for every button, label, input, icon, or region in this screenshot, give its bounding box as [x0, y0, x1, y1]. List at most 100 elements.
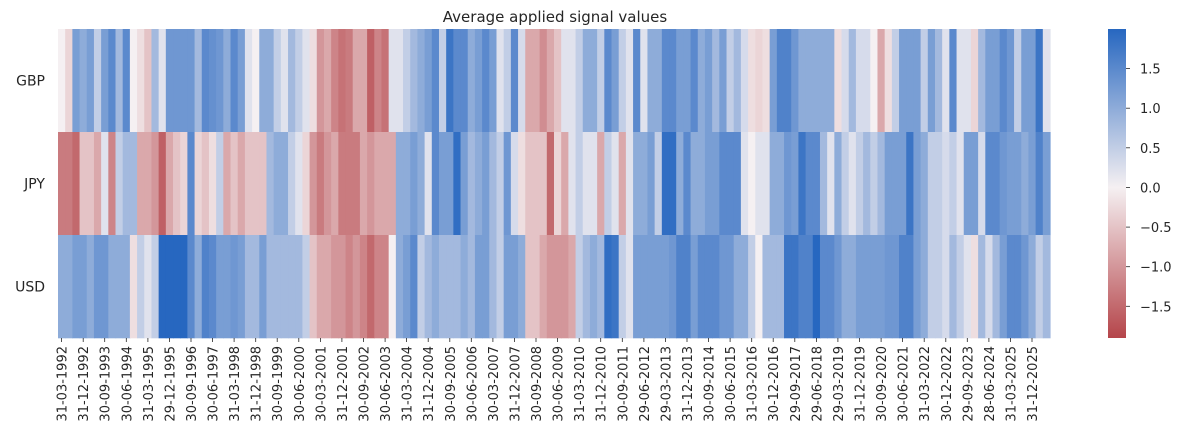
x-tick-label: 30-06-2003 — [379, 346, 394, 422]
x-tick-label: 30-06-1994 — [120, 346, 135, 422]
x-tick-label: 31-12-2025 — [1026, 346, 1041, 422]
heatmap-cell — [525, 132, 534, 236]
heatmap-cell — [841, 29, 850, 133]
heatmap-cell — [1006, 235, 1015, 339]
colorbar-ticks: 1.5 1.0 0.5 0.0 −0.5 −1.0 −1.5 — [1126, 63, 1172, 315]
heatmap-cell — [733, 29, 742, 133]
heatmap-cell — [223, 29, 232, 133]
x-tick-label: 31-12-1998 — [250, 346, 265, 422]
heatmap-cell — [575, 29, 584, 133]
heatmap-cell — [86, 132, 95, 236]
heatmap-cell — [884, 29, 893, 133]
x-tick-label: 31-03-1992 — [56, 346, 71, 422]
heatmap-cell — [661, 132, 670, 236]
heatmap-cell — [863, 235, 871, 339]
heatmap-cell — [453, 29, 462, 133]
heatmap-cell — [841, 132, 850, 236]
heatmap-cell — [295, 132, 304, 236]
x-tick-label: 28-06-2024 — [983, 346, 998, 422]
heatmap-cell — [446, 235, 454, 339]
heatmap-cell — [388, 235, 397, 339]
heatmap-cell — [438, 132, 447, 236]
heatmap-cell — [309, 132, 318, 236]
x-tick-label: 31-12-2004 — [422, 346, 437, 422]
heatmap-cell — [784, 132, 792, 236]
heatmap-cell — [438, 29, 447, 133]
heatmap-cell — [791, 132, 800, 236]
heatmap-cell — [208, 235, 217, 339]
heatmap-cell — [137, 29, 145, 133]
heatmap-cell — [237, 29, 246, 133]
x-tick-label: 30-12-2016 — [767, 346, 782, 422]
heatmap-cell — [1014, 29, 1022, 133]
heatmap-cell — [956, 29, 965, 133]
heatmap-cell — [985, 235, 994, 339]
heatmap-cell — [877, 29, 886, 133]
heatmap-cell — [259, 132, 268, 236]
heatmap-cell — [403, 132, 411, 236]
heatmap-cell — [985, 132, 994, 236]
x-tick-label: 31-03-2025 — [1005, 346, 1020, 422]
heatmap-cell — [575, 132, 584, 236]
heatmap-cell — [381, 132, 390, 236]
heatmap-cell — [403, 29, 411, 133]
heatmap-cell — [748, 29, 756, 133]
heatmap-cell — [93, 235, 102, 339]
x-tick-label: 31-03-2022 — [918, 346, 933, 422]
heatmap-cell — [137, 235, 145, 339]
heatmap-cell — [805, 29, 814, 133]
heatmap-cell — [625, 132, 634, 236]
x-tick-label: 31-12-1992 — [77, 346, 92, 422]
heatmap-cell — [417, 235, 426, 339]
heatmap-cell — [899, 132, 907, 236]
heatmap-cell — [532, 29, 541, 133]
heatmap-cell — [561, 235, 569, 339]
heatmap-cell — [374, 235, 383, 339]
heatmap-cell — [194, 235, 203, 339]
heatmap-cell — [748, 132, 756, 236]
heatmap-cell — [762, 132, 771, 236]
heatmap-cell — [345, 235, 354, 339]
heatmap-cell — [676, 235, 684, 339]
heatmap-cell — [431, 29, 440, 133]
heatmap-cell — [582, 235, 591, 339]
heatmap-cell — [661, 235, 670, 339]
heatmap-cell — [740, 132, 749, 236]
heatmap-cell — [690, 132, 699, 236]
colorbar-tick-label: −0.5 — [1140, 221, 1172, 236]
heatmap-cell — [740, 29, 749, 133]
heatmap-cell — [978, 29, 986, 133]
heatmap-cell — [446, 29, 454, 133]
heatmap-cell — [216, 132, 224, 236]
heatmap-cell — [633, 132, 641, 236]
heatmap-cell — [1042, 132, 1051, 236]
heatmap-cell — [503, 235, 512, 339]
heatmap-cell — [316, 235, 325, 339]
colorbar-tick-label: 0.5 — [1140, 142, 1161, 157]
heatmap-cell — [187, 29, 196, 133]
heatmap-cell — [978, 132, 986, 236]
x-tick-label: 31-03-2010 — [573, 346, 588, 422]
heatmap-cell — [992, 132, 1001, 236]
heatmap-cell — [726, 29, 735, 133]
heatmap-cell — [618, 29, 627, 133]
heatmap-cell — [748, 235, 756, 339]
heatmap-cell — [712, 132, 720, 236]
heatmap-cell — [812, 29, 821, 133]
row-label: USD — [15, 280, 45, 296]
heatmap-cell — [582, 132, 591, 236]
heatmap-cell — [295, 235, 304, 339]
heatmap-cell — [467, 29, 476, 133]
x-tick-label: 30-09-2005 — [444, 346, 459, 422]
heatmap-cell — [762, 235, 771, 339]
heatmap-cell — [870, 29, 879, 133]
heatmap-cell — [611, 132, 620, 236]
heatmap-cell — [309, 235, 318, 339]
heatmap-cell — [604, 235, 613, 339]
heatmap-cell — [446, 132, 454, 236]
heatmap-cell — [855, 29, 864, 133]
heatmap-cell — [597, 29, 605, 133]
heatmap-cell — [539, 235, 548, 339]
heatmap-cell — [482, 132, 490, 236]
x-tick-label: 30-09-1993 — [99, 346, 114, 422]
